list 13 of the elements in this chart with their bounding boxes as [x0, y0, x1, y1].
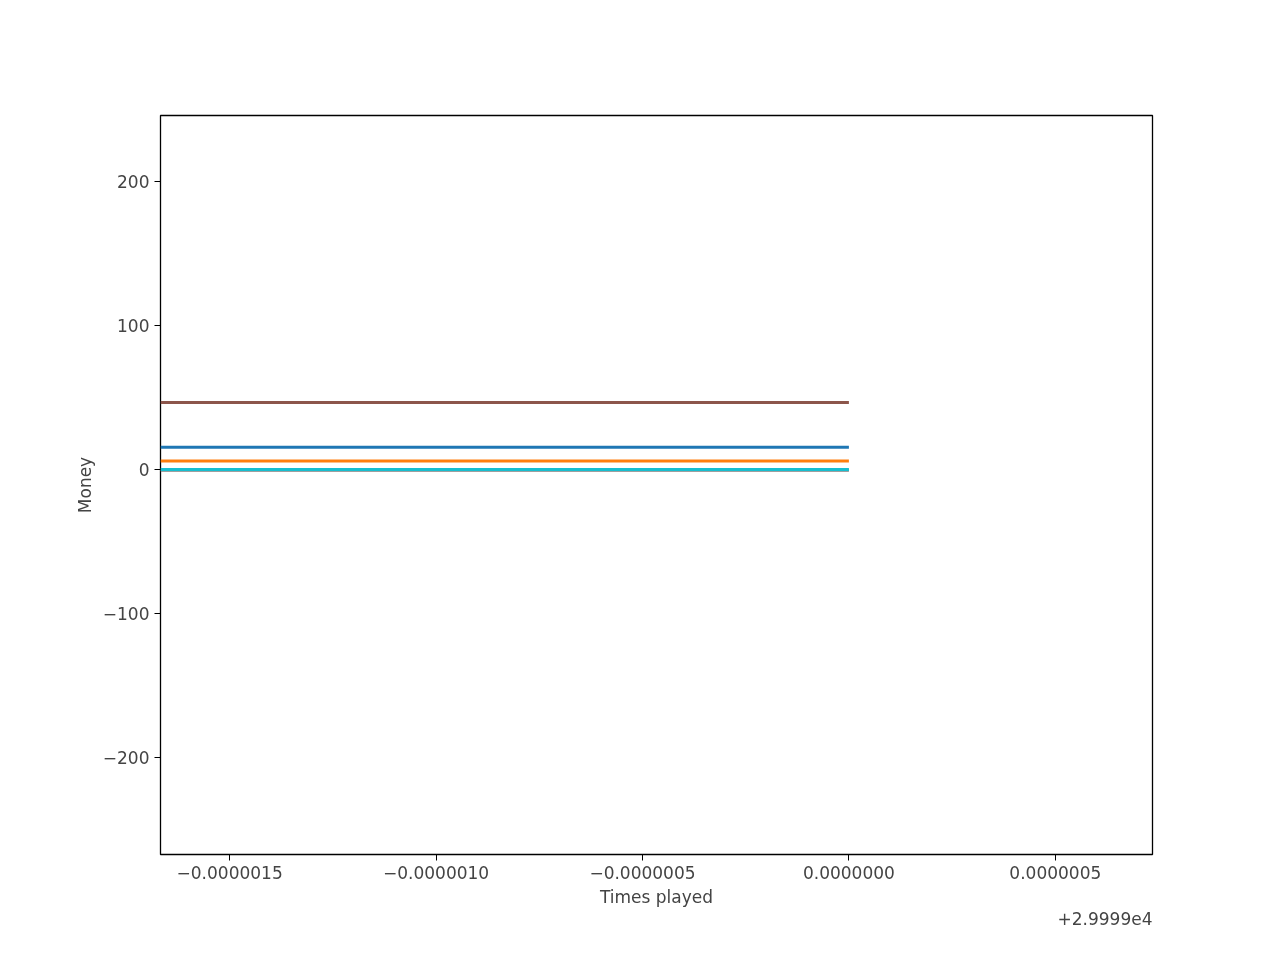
y-tick-label: 100: [117, 315, 150, 336]
x-axis-title: Times played: [598, 886, 714, 907]
x-tick-label: −0.0000005: [589, 862, 696, 883]
y-tick-label: 200: [117, 171, 150, 192]
y-tick-label: −100: [102, 603, 150, 624]
x-tick-label: −0.0000010: [382, 862, 490, 883]
text: +2.9999e4: [1057, 908, 1153, 929]
x-tick-label: 0.0000000: [802, 862, 895, 883]
y-tick-label: −200: [102, 747, 150, 768]
x-tick-label: 0.0000005: [1009, 862, 1102, 883]
x-tick-label: −0.0000015: [176, 862, 283, 883]
y-tick-label: 0: [138, 459, 150, 480]
y-axis-title: Money: [74, 456, 95, 514]
